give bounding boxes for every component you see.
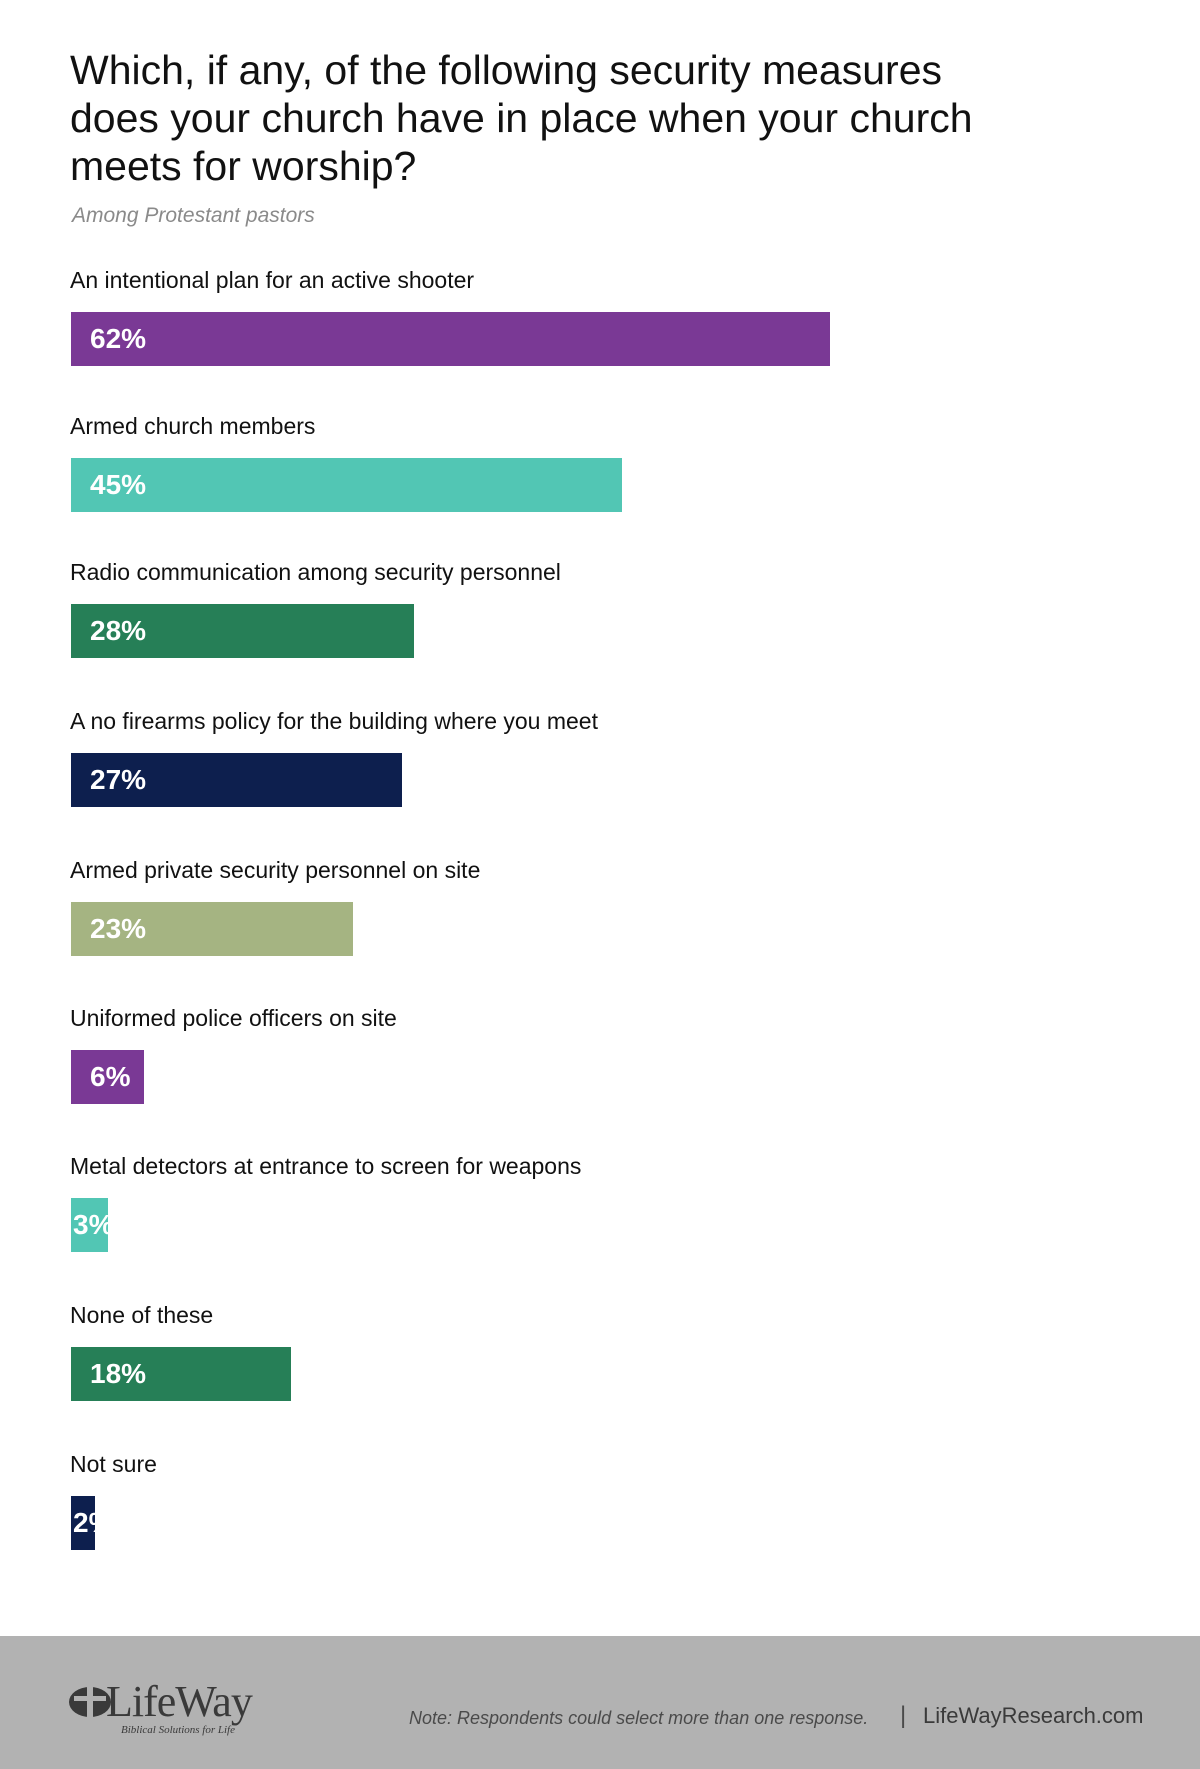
category-label: Radio communication among security perso… xyxy=(70,559,561,585)
bar-chart: An intentional plan for an active shoote… xyxy=(70,267,830,1550)
chart-subtitle: Among Protestant pastors xyxy=(72,204,315,227)
lifeway-logo: LifeWay Biblical Solutions for Life xyxy=(68,1677,268,1742)
bar-value-label: 28% xyxy=(90,615,147,646)
bar: 27% xyxy=(71,753,402,807)
bar: 3% xyxy=(71,1198,113,1252)
bar: 62% xyxy=(71,312,830,366)
logo-emblem-icon xyxy=(69,1687,111,1717)
bar: 28% xyxy=(71,604,414,658)
category-label: An intentional plan for an active shoote… xyxy=(70,267,475,293)
category-label: A no firearms policy for the building wh… xyxy=(70,708,598,734)
category-label: Metal detectors at entrance to screen fo… xyxy=(70,1153,582,1179)
chart-title: Which, if any, of the following security… xyxy=(70,47,973,189)
footer-site-link[interactable]: LifeWayResearch.com xyxy=(923,1703,1144,1728)
bar-value-label: 18% xyxy=(90,1358,147,1389)
category-label: Armed church members xyxy=(70,413,316,439)
footer: LifeWay Biblical Solutions for Life Note… xyxy=(0,1636,1200,1769)
footer-note: Note: Respondents could select more than… xyxy=(409,1708,869,1728)
bar-value-label: 6% xyxy=(90,1061,131,1092)
footer-separator: | xyxy=(900,1702,907,1729)
category-label: None of these xyxy=(70,1302,214,1328)
bar-value-label: 2% xyxy=(73,1507,114,1538)
bar-value-label: 45% xyxy=(90,469,147,500)
logo-tagline: Biblical Solutions for Life xyxy=(121,1724,235,1736)
bar: 23% xyxy=(71,902,353,956)
bar-value-label: 3% xyxy=(73,1209,114,1240)
category-label: Armed private security personnel on site xyxy=(70,857,481,883)
bar-value-label: 27% xyxy=(90,764,147,795)
bar: 6% xyxy=(71,1050,144,1104)
category-label: Uniformed police officers on site xyxy=(70,1005,397,1031)
logo-wordmark: LifeWay xyxy=(106,1677,253,1726)
bar: 2% xyxy=(71,1496,113,1550)
bar-value-label: 23% xyxy=(90,913,147,944)
bar-value-label: 62% xyxy=(90,323,147,354)
bar: 18% xyxy=(71,1347,291,1401)
bar: 45% xyxy=(71,458,622,512)
category-label: Not sure xyxy=(70,1451,157,1477)
